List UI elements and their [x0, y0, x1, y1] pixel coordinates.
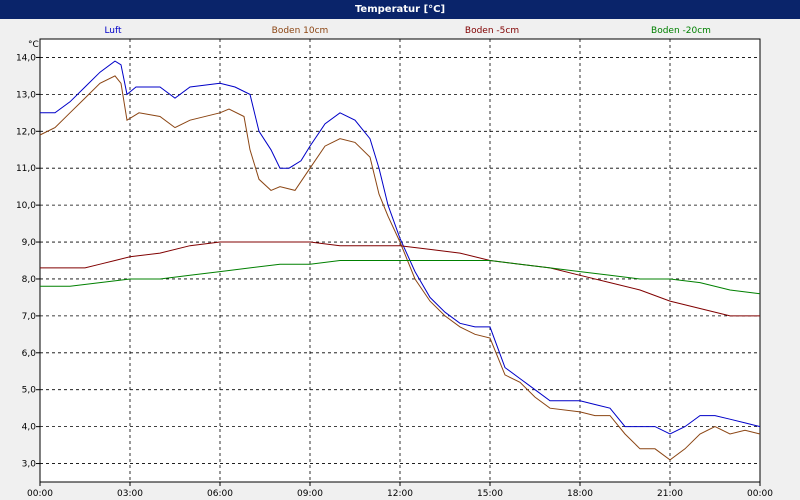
y-tick-label: 3,0: [22, 460, 37, 470]
y-tick-label: 6,0: [22, 349, 37, 359]
y-tick-label: 8,0: [22, 275, 37, 285]
legend-entry-0: Luft: [104, 26, 122, 36]
chart-canvas: 3,0 4,0 5,0 6,0 7,0 8,0 9,0 10,0 11,0 12,0 13,0 14,…: [16, 26, 773, 499]
x-tick-time: 18:00: [567, 489, 593, 499]
y-tick-label: 9,0: [22, 238, 37, 248]
y-tick-label: 4,0: [22, 423, 37, 433]
y-tick-label: 14,0: [16, 53, 36, 63]
series-line-2: [40, 241, 760, 317]
series-line-1: [39, 75, 761, 461]
series-line-3: [40, 260, 761, 295]
series-line-0: [40, 60, 761, 435]
y-axis-label: °C: [28, 40, 39, 50]
legend-entry-3: Boden -20cm: [651, 26, 711, 36]
legend-entry-2: Boden -5cm: [465, 26, 519, 36]
x-tick-time: 09:00: [297, 489, 323, 499]
y-tick-label: 5,0: [22, 386, 37, 396]
y-axis: 3,0 4,0 5,0 6,0 7,0 8,0 9,0 10,0 11,0 12,0 13,0 14,…: [16, 53, 40, 470]
y-tick-label: 12,0: [16, 127, 36, 137]
legend: Luft Boden 10cm Boden -5cm Boden -20cm: [104, 26, 711, 36]
x-tick-time: 03:00: [117, 489, 143, 499]
x-axis: 00:0019.12.2403:0019.12.2406:0019.12.240…: [27, 482, 773, 499]
x-tick-time: 15:00: [477, 489, 503, 499]
x-tick-time: 00:00: [747, 489, 773, 499]
legend-entry-1: Boden 10cm: [272, 26, 329, 36]
y-tick-label: 11,0: [16, 164, 36, 174]
x-tick-time: 00:00: [27, 489, 53, 499]
x-tick-time: 12:00: [387, 489, 413, 499]
y-tick-label: 10,0: [16, 201, 36, 211]
x-tick-time: 06:00: [207, 489, 233, 499]
y-tick-label: 13,0: [16, 90, 36, 100]
series-group: [39, 60, 761, 461]
y-tick-label: 7,0: [22, 312, 37, 322]
chart-title: Temperatur [°C]: [0, 0, 800, 19]
x-tick-time: 21:00: [657, 489, 683, 499]
